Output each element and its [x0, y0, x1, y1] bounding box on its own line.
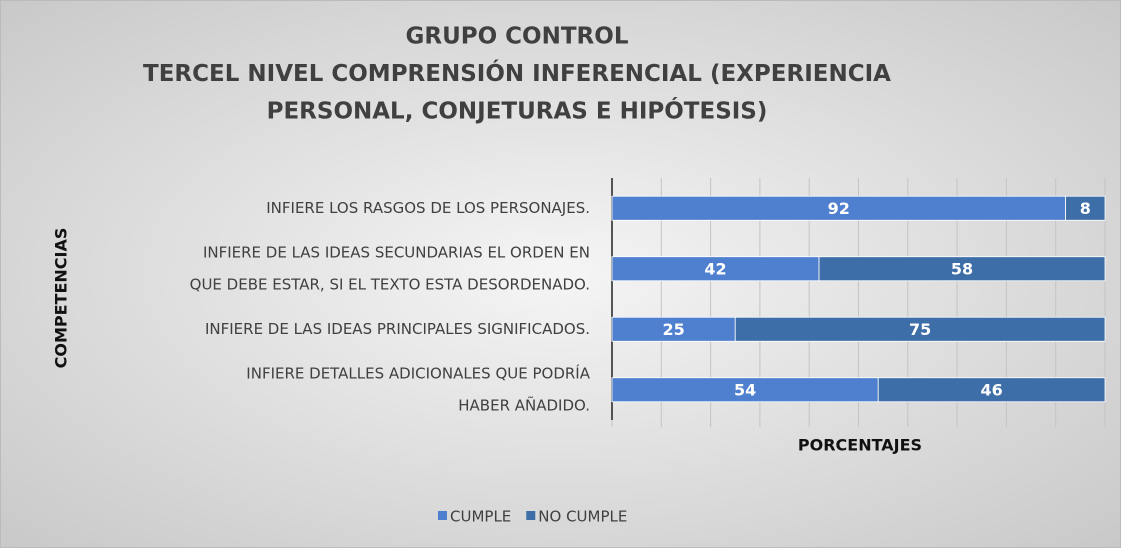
legend-label: NO CUMPLE [538, 508, 627, 526]
legend-swatch [438, 511, 447, 520]
y-axis-label: COMPETENCIAS [52, 228, 71, 369]
bar-segment [734, 316, 1106, 342]
data-label: 25 [662, 320, 684, 339]
data-label: 42 [704, 259, 726, 278]
legend-label: CUMPLE [450, 508, 511, 526]
legend-swatch [526, 511, 536, 520]
data-label: 75 [909, 320, 931, 339]
bar-segment [877, 377, 1106, 403]
data-label: 58 [951, 259, 973, 278]
y-tick-label: HABER AÑADIDO. [458, 395, 590, 414]
y-tick-label: QUE DEBE ESTAR, SI EL TEXTO ESTA DESORDE… [190, 275, 590, 293]
y-tick-label: INFIERE LOS RASGOS DE LOS PERSONAJES. [266, 199, 590, 217]
y-tick-label: INFIERE DE LAS IDEAS PRINCIPALES SIGNIFI… [205, 320, 590, 338]
bar-segment [611, 195, 1066, 221]
data-label: 54 [734, 380, 756, 399]
data-label: 46 [980, 380, 1002, 399]
chart-title: TERCEL NIVEL COMPRENSIÓN INFERENCIAL (EX… [143, 59, 891, 87]
chart-title: GRUPO CONTROL [406, 24, 629, 50]
bar-segment [1065, 195, 1106, 221]
chart-title: PERSONAL, CONJETURAS E HIPÓTESIS) [267, 97, 768, 125]
y-tick-label: INFIERE DETALLES ADICIONALES QUE PODRÍA [246, 363, 590, 382]
x-axis-label: PORCENTAJES [798, 436, 922, 455]
bar-segment [611, 256, 820, 282]
data-label: 8 [1080, 199, 1091, 218]
y-tick-label: INFIERE DE LAS IDEAS SECUNDARIAS EL ORDE… [203, 243, 590, 261]
bar-segment [818, 256, 1106, 282]
bar-segment [611, 316, 736, 342]
data-label: 92 [828, 199, 850, 218]
